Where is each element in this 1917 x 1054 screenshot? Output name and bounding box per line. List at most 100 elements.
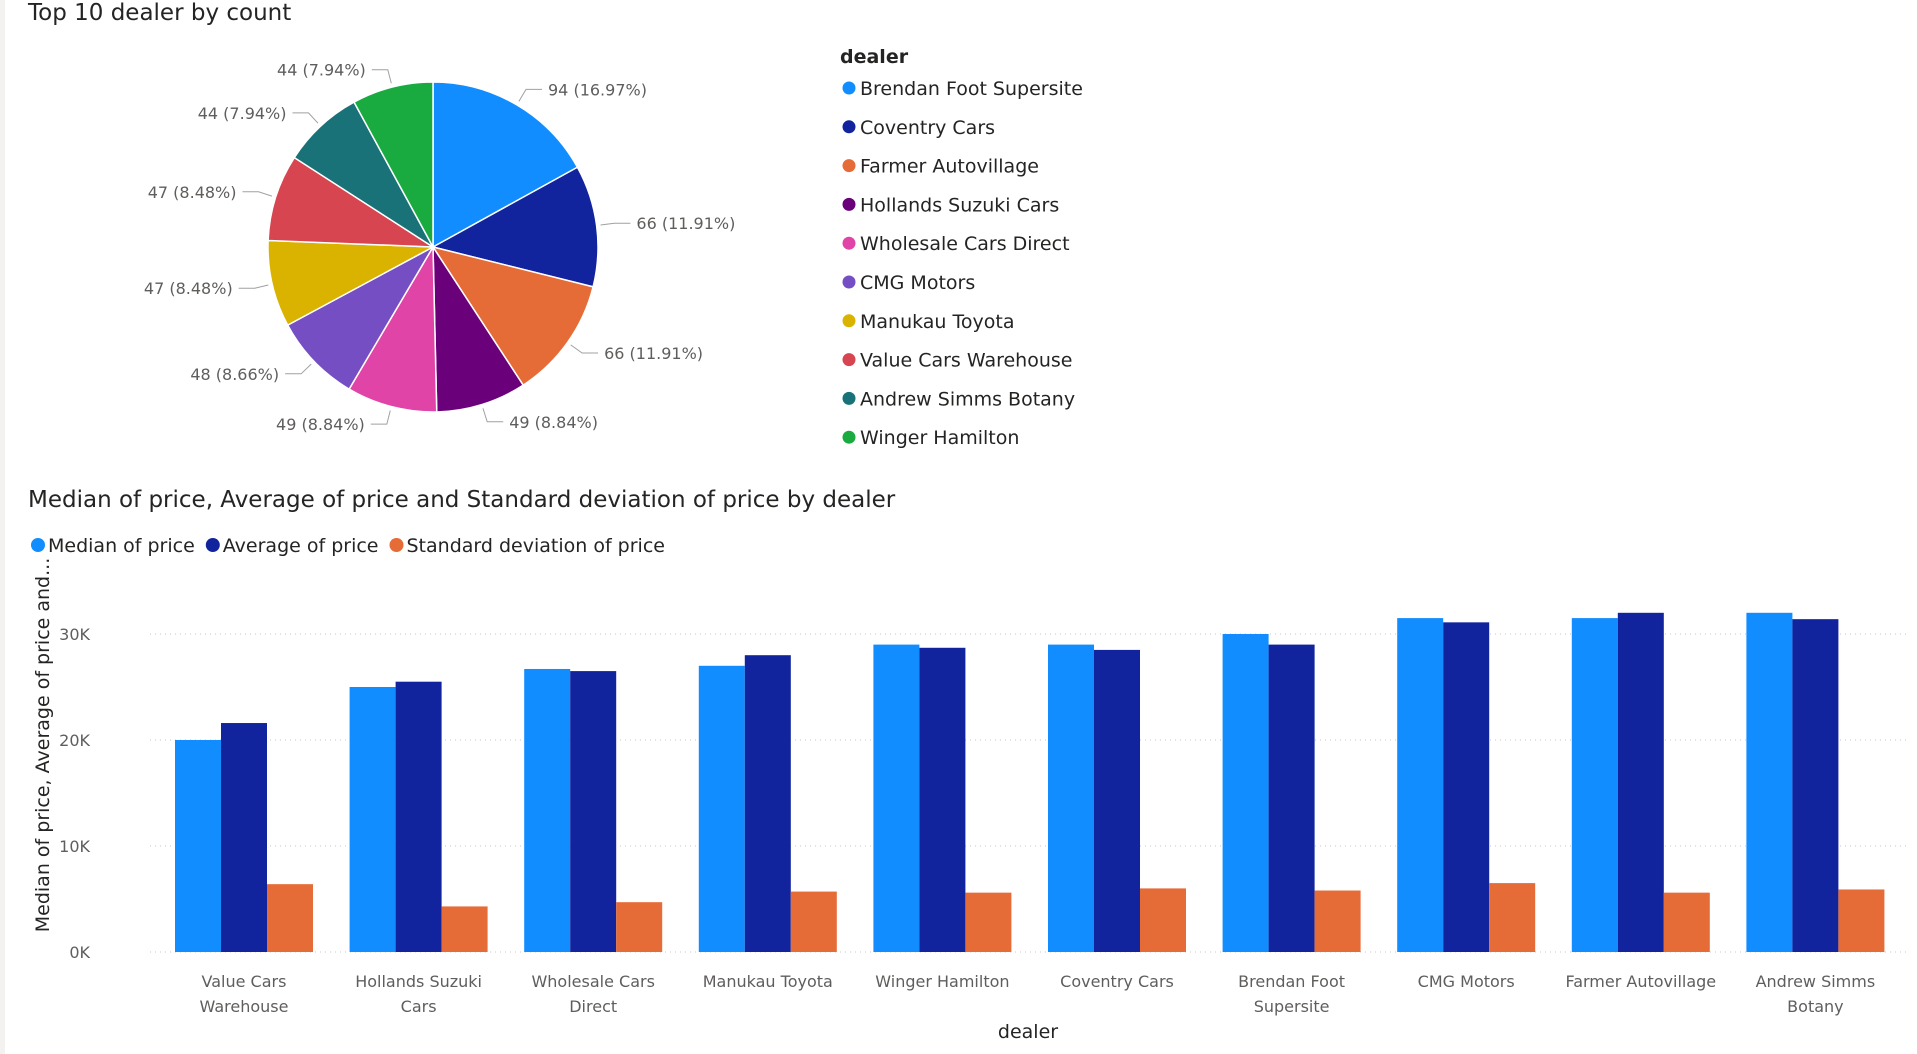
legend-item[interactable]: Brendan Foot Supersite xyxy=(860,78,1083,100)
x-tick-label: Value Cars xyxy=(202,972,287,991)
bar-stddev[interactable] xyxy=(1489,883,1536,952)
x-tick-label: Coventry Cars xyxy=(1060,972,1174,991)
legend-item[interactable]: Coventry Cars xyxy=(860,117,995,139)
legend-item[interactable]: Manukau Toyota xyxy=(860,311,1014,333)
pie-data-label: 66 (11.91%) xyxy=(604,344,703,363)
legend-marker xyxy=(842,159,856,173)
x-tick-label: Botany xyxy=(1787,997,1843,1016)
y-tick-label: 30K xyxy=(59,625,90,644)
x-tick-label: Manukau Toyota xyxy=(703,972,833,991)
x-tick-label: Andrew Simms xyxy=(1756,972,1876,991)
canvas-edge xyxy=(0,0,5,1054)
legend-item[interactable]: Wholesale Cars Direct xyxy=(860,233,1070,255)
x-tick-label: Brendan Foot xyxy=(1238,972,1345,991)
bar-average[interactable] xyxy=(1617,612,1664,952)
pie-data-label: 48 (8.66%) xyxy=(190,365,279,384)
pie-slice[interactable] xyxy=(286,245,436,391)
pie-slice[interactable] xyxy=(432,244,525,413)
pie-data-label: 44 (7.94%) xyxy=(198,104,287,123)
pie-data-label: 66 (11.91%) xyxy=(636,214,735,233)
x-tick-label: Winger Hamilton xyxy=(875,972,1009,991)
pie-data-label: 94 (16.97%) xyxy=(548,80,647,99)
bar-stddev[interactable] xyxy=(1838,889,1885,952)
bar-median[interactable] xyxy=(873,644,920,952)
bar-stddev[interactable] xyxy=(1663,892,1710,952)
bar-median[interactable] xyxy=(698,665,745,952)
bar-average[interactable] xyxy=(1268,644,1315,952)
bar-median[interactable] xyxy=(524,668,571,952)
bar-average[interactable] xyxy=(1792,619,1839,952)
x-tick-label: Direct xyxy=(569,997,617,1016)
y-tick-label: 20K xyxy=(59,731,90,750)
bar-median[interactable] xyxy=(1397,618,1444,952)
bar-stddev[interactable] xyxy=(267,884,313,952)
pie-leader-line xyxy=(570,344,599,354)
bar-median[interactable] xyxy=(349,687,396,952)
pie-leader-line xyxy=(482,408,504,423)
bar-median[interactable] xyxy=(1222,634,1269,952)
pie-leader-line xyxy=(370,410,391,425)
pie-data-label: 44 (7.94%) xyxy=(277,61,366,80)
pie-leader-line xyxy=(292,112,319,124)
y-axis-title: Median of price, Average of price and... xyxy=(32,558,54,932)
pie-leader-line xyxy=(518,88,542,102)
legend-marker xyxy=(842,81,856,95)
legend-marker xyxy=(842,120,856,134)
bar-median[interactable] xyxy=(1746,612,1793,952)
pie-slice[interactable] xyxy=(432,81,579,249)
bar-median[interactable] xyxy=(1048,644,1094,952)
legend-item[interactable]: Winger Hamilton xyxy=(860,427,1019,449)
legend-marker xyxy=(842,353,856,367)
bar-legend-item[interactable]: Standard deviation of price xyxy=(407,535,665,557)
bar-chart-title: Median of price, Average of price and St… xyxy=(28,487,896,513)
bar-stddev[interactable] xyxy=(790,891,837,952)
pie-slice[interactable] xyxy=(267,156,436,248)
x-tick-label: Supersite xyxy=(1254,997,1330,1016)
pie-slice[interactable] xyxy=(267,239,436,327)
bar-stddev[interactable] xyxy=(616,902,663,952)
x-tick-label: CMG Motors xyxy=(1418,972,1515,991)
legend-marker xyxy=(842,391,856,405)
legend-item[interactable]: Hollands Suzuki Cars xyxy=(860,194,1059,216)
bar-average[interactable] xyxy=(1094,649,1140,952)
pie-leader-line xyxy=(600,222,631,226)
legend-item[interactable]: Value Cars Warehouse xyxy=(860,350,1072,372)
bar-legend-marker xyxy=(205,538,220,552)
bar-average[interactable] xyxy=(570,671,617,952)
pie-chart: 94 (16.97%) 66 (11.91%) 66 (11.91%) 49 (8.8… xyxy=(144,46,1083,449)
bar-legend-marker xyxy=(31,538,45,552)
x-tick-label: Cars xyxy=(401,997,437,1016)
x-tick-label: Farmer Autovillage xyxy=(1565,972,1716,991)
bar-legend-item[interactable]: Median of price xyxy=(48,535,195,557)
bar-stddev[interactable] xyxy=(965,892,1012,952)
bar-stddev[interactable] xyxy=(1140,888,1186,952)
legend-marker xyxy=(842,275,856,289)
bar-legend-item[interactable]: Average of price xyxy=(223,535,379,557)
bar-median[interactable] xyxy=(1571,618,1618,952)
pie-data-label: 49 (8.84%) xyxy=(509,413,598,432)
legend-item[interactable]: Andrew Simms Botany xyxy=(860,388,1075,410)
pie-slice[interactable] xyxy=(431,245,595,387)
pie-data-label: 47 (8.48%) xyxy=(144,279,233,298)
legend-marker xyxy=(842,236,856,250)
bar-stddev[interactable] xyxy=(1314,890,1361,952)
legend-item[interactable]: Farmer Autovillage xyxy=(860,156,1039,178)
bar-stddev[interactable] xyxy=(441,906,488,952)
bar-average[interactable] xyxy=(395,681,442,952)
bar-average[interactable] xyxy=(919,647,966,952)
bar-average[interactable] xyxy=(221,723,267,952)
bar-average[interactable] xyxy=(744,655,791,952)
bar-average[interactable] xyxy=(1443,622,1490,952)
bar-median[interactable] xyxy=(175,740,221,952)
legend-item[interactable]: CMG Motors xyxy=(860,272,975,294)
pie-leader-line xyxy=(238,284,269,289)
x-tick-label: Wholesale Cars xyxy=(531,972,654,991)
pie-chart-title: Top 10 dealer by count xyxy=(28,0,292,26)
pie-slice[interactable] xyxy=(353,81,434,248)
pie-leader-line xyxy=(371,69,392,84)
y-tick-label: 0K xyxy=(69,943,90,962)
pie-slice[interactable] xyxy=(348,244,438,413)
pie-leader-line xyxy=(242,191,273,197)
pie-leader-line xyxy=(285,363,312,375)
